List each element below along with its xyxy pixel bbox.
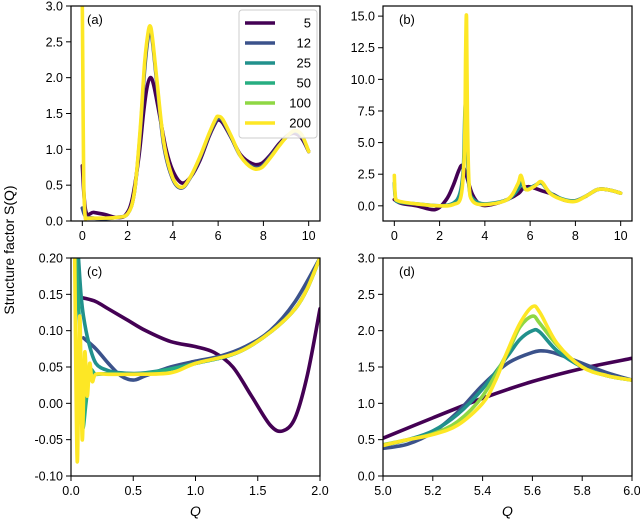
x-tick-label: 0 — [391, 229, 398, 243]
x-tick-label: 0.5 — [125, 484, 142, 498]
y-tick-label: 0.5 — [358, 433, 375, 447]
y-tick-label: 2.5 — [46, 35, 63, 49]
panels: 0 2 4 6 8 10 0.0 0.5 1.0 1.5 2.0 2.5 3.0 (a) 0 2 4 6 8 10 0.… — [35, 0, 640, 519]
y-tick-label: 3.0 — [46, 0, 63, 14]
y-tick-label: 0.00 — [39, 397, 63, 411]
y-tick-label: 12.5 — [351, 41, 375, 55]
panel-label: (d) — [399, 264, 415, 279]
panel-label: (b) — [399, 12, 415, 27]
x-tick-label: 1.5 — [249, 484, 266, 498]
x-tick-label: 4 — [481, 229, 488, 243]
x-tick-label: 6 — [527, 229, 534, 243]
legend-label-12: 12 — [297, 36, 311, 51]
y-tick-label: 1.0 — [358, 397, 375, 411]
x-tick-label: 2 — [436, 229, 443, 243]
y-tick-label: 7.5 — [358, 104, 375, 118]
y-tick-label: 0.05 — [39, 361, 63, 375]
panel-d: 5.0 5.2 5.4 5.6 5.8 6.0 0.0 0.5 1.0 1.5 2.0 2.5 3.0 (… — [358, 252, 640, 520]
y-tick-label: 0.0 — [358, 199, 375, 213]
y-tick-label: 2.5 — [358, 168, 375, 182]
x-tick-label: 0 — [79, 229, 86, 243]
axes-frame — [70, 257, 321, 477]
y-tick-label: 0.5 — [46, 179, 63, 193]
series-line-50 — [74, 258, 320, 430]
series-group — [392, 13, 623, 212]
series-line-200 — [80, 6, 311, 221]
y-tick-label: 1.5 — [46, 107, 63, 121]
panel-b: 0 2 4 6 8 10 0.0 2.5 5.0 7.5 10.0 12.5 15.0 (b) — [351, 5, 633, 243]
y-tick-label: 15.0 — [351, 10, 375, 24]
series-line-5 — [392, 163, 623, 212]
legend-label-25: 25 — [297, 56, 311, 71]
x-tick-label: 1.0 — [187, 484, 204, 498]
y-tick-label: -0.05 — [35, 433, 64, 447]
y-tick-label: 2.0 — [46, 71, 63, 85]
y-tick-label: 3.0 — [358, 252, 375, 266]
legend-label-50: 50 — [297, 76, 311, 91]
y-tick-label: 0.0 — [358, 470, 375, 484]
x-tick-label: 6 — [215, 229, 222, 243]
series-line-200 — [72, 258, 320, 464]
y-tick-label: 1.0 — [46, 143, 63, 157]
series-group — [383, 304, 632, 451]
x-axis-label: Q — [502, 503, 513, 519]
x-tick-label: 5.0 — [374, 484, 391, 498]
series-line-200 — [392, 13, 623, 208]
y-tick-label: 0.0 — [46, 215, 63, 229]
panel-a: 0 2 4 6 8 10 0.0 0.5 1.0 1.5 2.0 2.5 3.0 (a) — [46, 0, 321, 243]
series-line-5 — [81, 296, 320, 434]
panel-c: 0.0 0.5 1.0 1.5 2.0 -0.10 -0.05 0.00 0.05 0.10 0.1… — [35, 252, 329, 520]
x-tick-label: 6.0 — [623, 484, 640, 498]
panel-label: (c) — [87, 264, 102, 279]
x-tick-label: 8 — [260, 229, 267, 243]
legend-label-100: 100 — [289, 96, 311, 111]
x-tick-label: 4 — [169, 229, 176, 243]
y-tick-label: 2.0 — [358, 324, 375, 338]
y-tick-label: 0.10 — [39, 324, 63, 338]
series-line-100 — [383, 314, 632, 447]
series-group — [72, 258, 320, 464]
x-tick-label: 2.0 — [311, 484, 328, 498]
x-tick-label: 5.2 — [424, 484, 441, 498]
x-tick-label: 10 — [614, 229, 628, 243]
y-tick-label: 0.15 — [39, 288, 63, 302]
series-group — [80, 6, 311, 221]
panel-label: (a) — [87, 12, 103, 27]
x-tick-label: 5.4 — [474, 484, 491, 498]
x-axis-label: Q — [190, 503, 201, 519]
x-tick-label: 2 — [124, 229, 131, 243]
x-tick-label: 10 — [302, 229, 316, 243]
y-tick-label: 5.0 — [358, 136, 375, 150]
x-tick-label: 5.8 — [574, 484, 591, 498]
y-tick-label: 2.5 — [358, 288, 375, 302]
x-tick-label: 0.0 — [62, 484, 79, 498]
y-tick-label: 10.0 — [351, 73, 375, 87]
y-tick-label: 1.5 — [358, 361, 375, 375]
legend: 5 12 25 50 100 200 — [238, 9, 318, 139]
y-axis-label: Structure factor S(Q) — [1, 185, 17, 314]
axes-frame — [382, 5, 633, 222]
y-tick-label: 0.20 — [39, 252, 63, 266]
y-tick-label: -0.10 — [35, 470, 64, 484]
legend-label-200: 200 — [289, 116, 311, 131]
x-tick-label: 5.6 — [524, 484, 541, 498]
legend-label-5: 5 — [304, 16, 311, 31]
x-tick-label: 8 — [572, 229, 579, 243]
series-line-25 — [392, 99, 623, 208]
series-line-200 — [383, 304, 632, 448]
